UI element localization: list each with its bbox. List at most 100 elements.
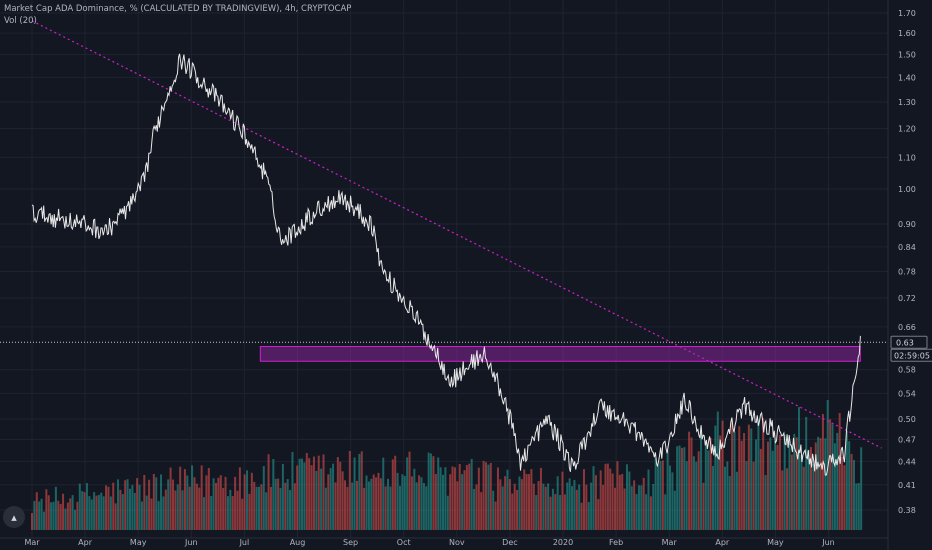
volume-bar [494,501,497,530]
volume-bar [145,495,148,530]
volume-bar [97,494,100,530]
volume-bar [707,450,710,530]
volume-bar [377,472,380,530]
volume-bar [382,457,385,530]
volume-bar [838,413,841,530]
volume-bar [322,454,325,530]
x-tick-label: Aug [290,538,306,547]
volume-bar [688,431,691,530]
volume-bar [52,501,55,530]
volume-bar [752,461,755,530]
volume-bar [446,495,449,530]
volume-bar [293,483,296,530]
volume-bar [721,420,724,530]
volume-bar [303,462,306,530]
volume-bar [630,486,633,530]
volume-bar [391,459,394,530]
volume-bar [614,487,617,530]
volume-bar [783,434,786,530]
volume-bar [336,457,339,530]
volume-bar [255,486,258,530]
volume-bar [812,463,815,530]
volume-bar [489,462,492,530]
volume-bar [124,480,127,530]
x-tick-label: May [767,538,784,547]
volume-bar [537,481,540,530]
volume-bar [164,489,167,530]
volume-bar [355,480,358,530]
volume-bar [198,487,201,530]
volume-bar [673,490,676,530]
volume-bar [475,484,478,530]
volume-bar [680,447,683,530]
price-axis[interactable]: 1.70 1.60 1.50 1.40 1.30 1.20 1.10 1.00 0.90 0.84… [887,0,916,550]
volume-bar [683,447,686,530]
volume-bar [83,492,86,530]
countdown-tag [890,348,932,362]
resistance-zone[interactable] [259,346,861,362]
volume-bar [324,487,327,530]
volume-bar [769,437,772,530]
volume-bar [418,475,421,530]
volume-bar [107,486,110,530]
volume-bar [38,501,41,530]
x-tick-label: Oct [397,538,411,547]
volume-bar [138,484,141,530]
volume-bar [155,477,158,530]
volume-bar [580,502,583,530]
volume-indicator-label[interactable]: Vol (20) [4,16,37,26]
volume-bar [716,411,719,530]
volume-bar [62,493,65,530]
volume-bar [329,468,332,530]
volume-bar [253,481,256,530]
volume-bar [320,468,323,530]
x-tick-label: Jun [821,538,835,547]
volume-bar [78,483,81,530]
volume-bar [214,482,217,530]
volume-bar [723,466,726,530]
volume-bar [346,486,349,530]
volume-bar [549,496,552,530]
volume-bar [802,466,805,530]
volume-bar [93,492,96,530]
volume-bar [525,474,528,530]
volume-bar [719,435,722,530]
volume-bar [437,457,440,530]
volume-bar [461,474,464,530]
volume-bar [590,482,593,530]
volume-bar [140,501,143,530]
volume-bar [661,460,664,530]
volume-bar [396,472,399,530]
volume-bar [571,486,574,530]
volume-bar [747,424,750,530]
volume-bar [236,490,239,530]
volume-bar [148,479,151,530]
volume-bar [652,483,655,530]
volume-bar [403,475,406,530]
time-axis[interactable]: Mar Apr May Jun Jul Aug Sep Oct Nov Dec 2020 Feb Mar… [0,537,888,547]
y-tick-label: 0.50 [898,415,916,424]
volume-bar [420,477,423,530]
volume-bar [860,447,863,530]
descending-trendline[interactable] [31,20,882,449]
volume-bar [410,476,413,530]
volume-bar [855,483,858,530]
volume-bar [150,498,153,530]
volume-bar [477,467,480,530]
volume-bar [430,453,433,530]
volume-bar [88,496,91,530]
volume-bar [50,502,53,530]
volume-bar [296,465,299,530]
volume-bar [628,471,631,530]
volume-bar [353,457,356,530]
volume-bar [427,452,430,530]
volume-bar [728,476,731,530]
volume-bar [645,494,648,530]
volume-bar [501,486,504,530]
tradingview-logo-icon[interactable]: ▴ [3,506,25,528]
volume-bar [205,475,208,530]
volume-bar [513,483,516,530]
volume-bar [829,419,832,530]
volume-bar [695,461,698,530]
